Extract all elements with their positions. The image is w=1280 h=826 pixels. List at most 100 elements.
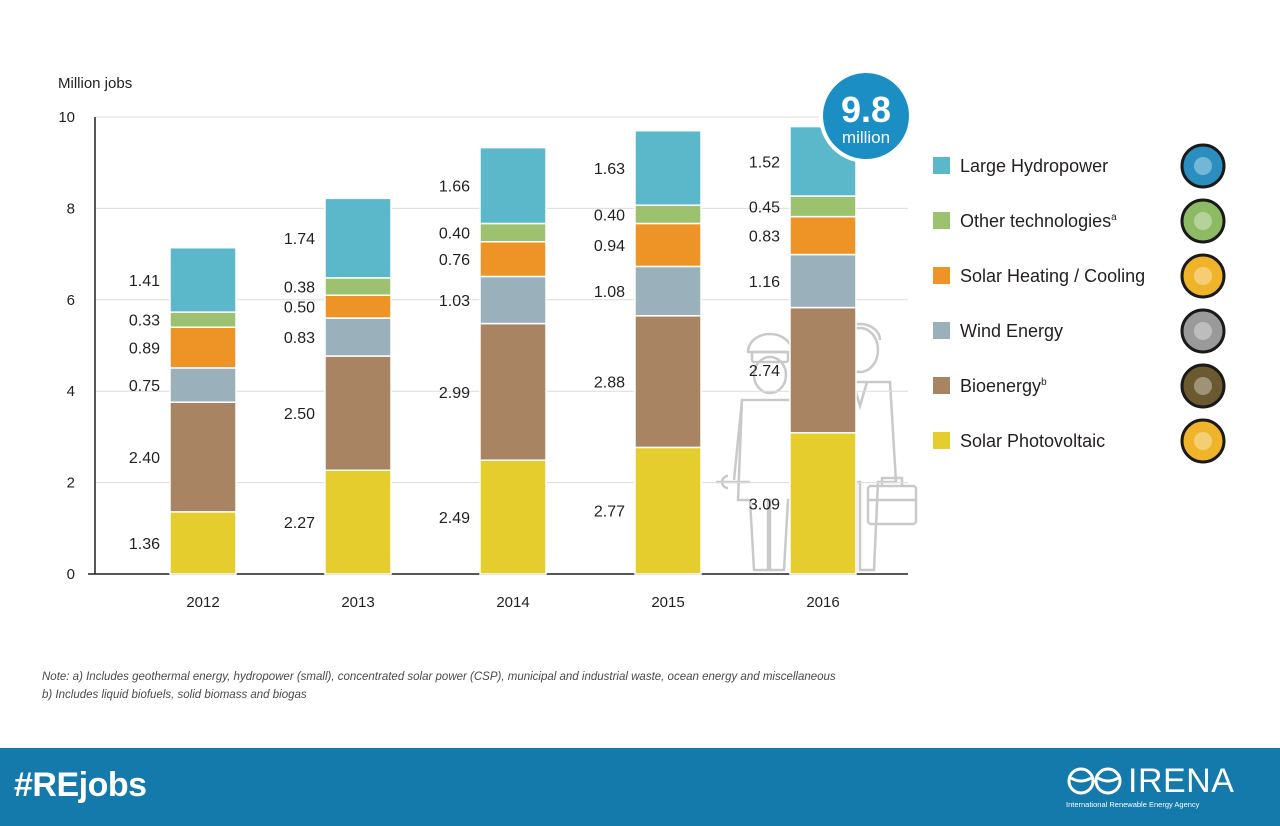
- bar-2016-bioenergy: [789, 306, 857, 434]
- bar-2012-solar-heating-cooling: [169, 326, 237, 369]
- legend-label-large-hydropower: Large Hydropower: [960, 156, 1108, 176]
- data-label: 1.66: [439, 179, 470, 196]
- data-label: 1.16: [749, 274, 780, 291]
- legend-icon-inner-solar-heating-cooling: [1194, 267, 1212, 285]
- bar-2015-solar-photovoltaic: [634, 446, 702, 575]
- bar-2015-bioenergy: [634, 315, 702, 449]
- data-label: 0.40: [594, 207, 625, 224]
- legend-icon-inner-wind-energy: [1194, 322, 1212, 340]
- data-label: 1.08: [594, 284, 625, 301]
- legend-label-bioenergy: Bioenergyb: [960, 376, 1047, 396]
- legend-swatch-solar-heating-cooling: [933, 267, 950, 284]
- bar-2012-large-hydropower: [169, 246, 237, 313]
- irena-emblem-icon: [1067, 767, 1122, 795]
- data-label: 0.83: [749, 229, 780, 246]
- x-tick-2012: 2012: [186, 594, 219, 611]
- legend-swatch-large-hydropower: [933, 157, 950, 174]
- bar-2013-wind-energy: [324, 317, 392, 357]
- data-label: 2.99: [439, 385, 470, 402]
- legend-label-solar-photovoltaic: Solar Photovoltaic: [960, 431, 1105, 451]
- data-label: 0.94: [594, 238, 625, 255]
- legend-icon-inner-other-technologies: [1194, 212, 1212, 230]
- data-label: 1.74: [284, 231, 315, 248]
- bar-2012-wind-energy: [169, 367, 237, 403]
- y-tick-0: 0: [67, 566, 75, 583]
- data-label: 2.77: [594, 504, 625, 521]
- data-label: 2.88: [594, 375, 625, 392]
- data-label: 2.40: [129, 450, 160, 467]
- bar-2016-solar-photovoltaic: [789, 432, 857, 575]
- x-tick-2015: 2015: [651, 594, 684, 611]
- data-label: 2.74: [749, 363, 780, 380]
- bar-2016-other-technologies: [789, 195, 857, 218]
- data-label: 0.76: [439, 252, 470, 269]
- y-tick-4: 4: [67, 383, 75, 400]
- bar-2015-other-technologies: [634, 204, 702, 225]
- x-axis: 2012 2013 2014 2015 2016: [186, 594, 839, 611]
- bar-2012-other-technologies: [169, 311, 237, 328]
- legend: Large Hydropower Other technologiesa Solar…: [933, 143, 1226, 464]
- legend-icon-inner-solar-photovoltaic: [1194, 432, 1212, 450]
- bar-2013-other-technologies: [324, 277, 392, 296]
- bar-2016-solar-heating-cooling: [789, 215, 857, 256]
- data-label: 1.63: [594, 161, 625, 178]
- data-label: 1.03: [439, 293, 470, 310]
- legend-label-wind-energy: Wind Energy: [960, 321, 1063, 341]
- data-label: 0.89: [129, 341, 160, 358]
- bar-2015-solar-heating-cooling: [634, 222, 702, 268]
- data-label: 1.41: [129, 273, 160, 290]
- footnotes: Note: a) Includes geothermal energy, hyd…: [42, 668, 836, 704]
- x-tick-2016: 2016: [806, 594, 839, 611]
- bar-2015-wind-energy: [634, 265, 702, 317]
- bar-2014-large-hydropower: [479, 146, 547, 225]
- legend-icon-solar-heating-cooling: [1180, 253, 1226, 299]
- irena-name: IRENA: [1128, 762, 1235, 800]
- irena-subtitle: International Renewable Energy Agency: [1066, 800, 1200, 809]
- bar-2014-solar-photovoltaic: [479, 459, 547, 575]
- data-label: 2.50: [284, 406, 315, 423]
- legend-icon-large-hydropower: [1180, 143, 1226, 189]
- data-label: 0.33: [129, 313, 160, 330]
- data-label: 0.40: [439, 226, 470, 243]
- legend-swatch-other-technologies: [933, 212, 950, 229]
- bar-2015-large-hydropower: [634, 129, 702, 206]
- data-label: 0.50: [284, 300, 315, 317]
- jobs-chart: 0 2 4 6 8 10 1.36 2.40 0.75 0.89 0.33 1.41 2.27 2.50…: [58, 69, 1226, 611]
- y-tick-2: 2: [67, 475, 75, 492]
- stacked-bars: [169, 125, 857, 575]
- callout-unit: million: [842, 128, 890, 147]
- y-tick-8: 8: [67, 200, 75, 217]
- bar-2013-large-hydropower: [324, 197, 392, 279]
- legend-icon-bioenergy: [1180, 363, 1226, 409]
- hashtag: #REjobs: [14, 766, 147, 804]
- data-label: 2.49: [439, 510, 470, 527]
- x-tick-2013: 2013: [341, 594, 374, 611]
- data-label: 3.09: [749, 496, 780, 513]
- irena-logo: IRENA International Renewable Energy Age…: [1066, 762, 1266, 812]
- bar-2014-bioenergy: [479, 322, 547, 461]
- bar-2012-solar-photovoltaic: [169, 511, 237, 575]
- legend-swatch-wind-energy: [933, 322, 950, 339]
- legend-label-other-technologies: Other technologiesa: [960, 211, 1117, 231]
- data-label: 0.45: [749, 199, 780, 216]
- value-labels: 1.36 2.40 0.75 0.89 0.33 1.41 2.27 2.50 0.83 0.50…: [129, 154, 780, 553]
- y-tick-10: 10: [58, 109, 75, 126]
- legend-icon-wind-energy: [1180, 308, 1226, 354]
- bar-2012-bioenergy: [169, 401, 237, 513]
- x-tick-2014: 2014: [496, 594, 529, 611]
- callout-value: 9.8: [841, 89, 891, 130]
- footer-bar: #REjobs IRENA International Renewable En…: [0, 748, 1280, 826]
- bar-2016-wind-energy: [789, 253, 857, 309]
- legend-swatch-bioenergy: [933, 377, 950, 394]
- footnote-b: b) Includes liquid biofuels, solid bioma…: [42, 689, 307, 701]
- bar-2013-solar-photovoltaic: [324, 469, 392, 575]
- data-label: 0.75: [129, 378, 160, 395]
- legend-icon-inner-bioenergy: [1194, 377, 1212, 395]
- total-callout: 9.8 million: [819, 69, 913, 163]
- bar-2014-wind-energy: [479, 275, 547, 325]
- y-axis-title: Million jobs: [58, 75, 132, 92]
- bar-2013-bioenergy: [324, 355, 392, 472]
- data-label: 1.52: [749, 154, 780, 171]
- data-label: 2.27: [284, 515, 315, 532]
- legend-icon-inner-large-hydropower: [1194, 157, 1212, 175]
